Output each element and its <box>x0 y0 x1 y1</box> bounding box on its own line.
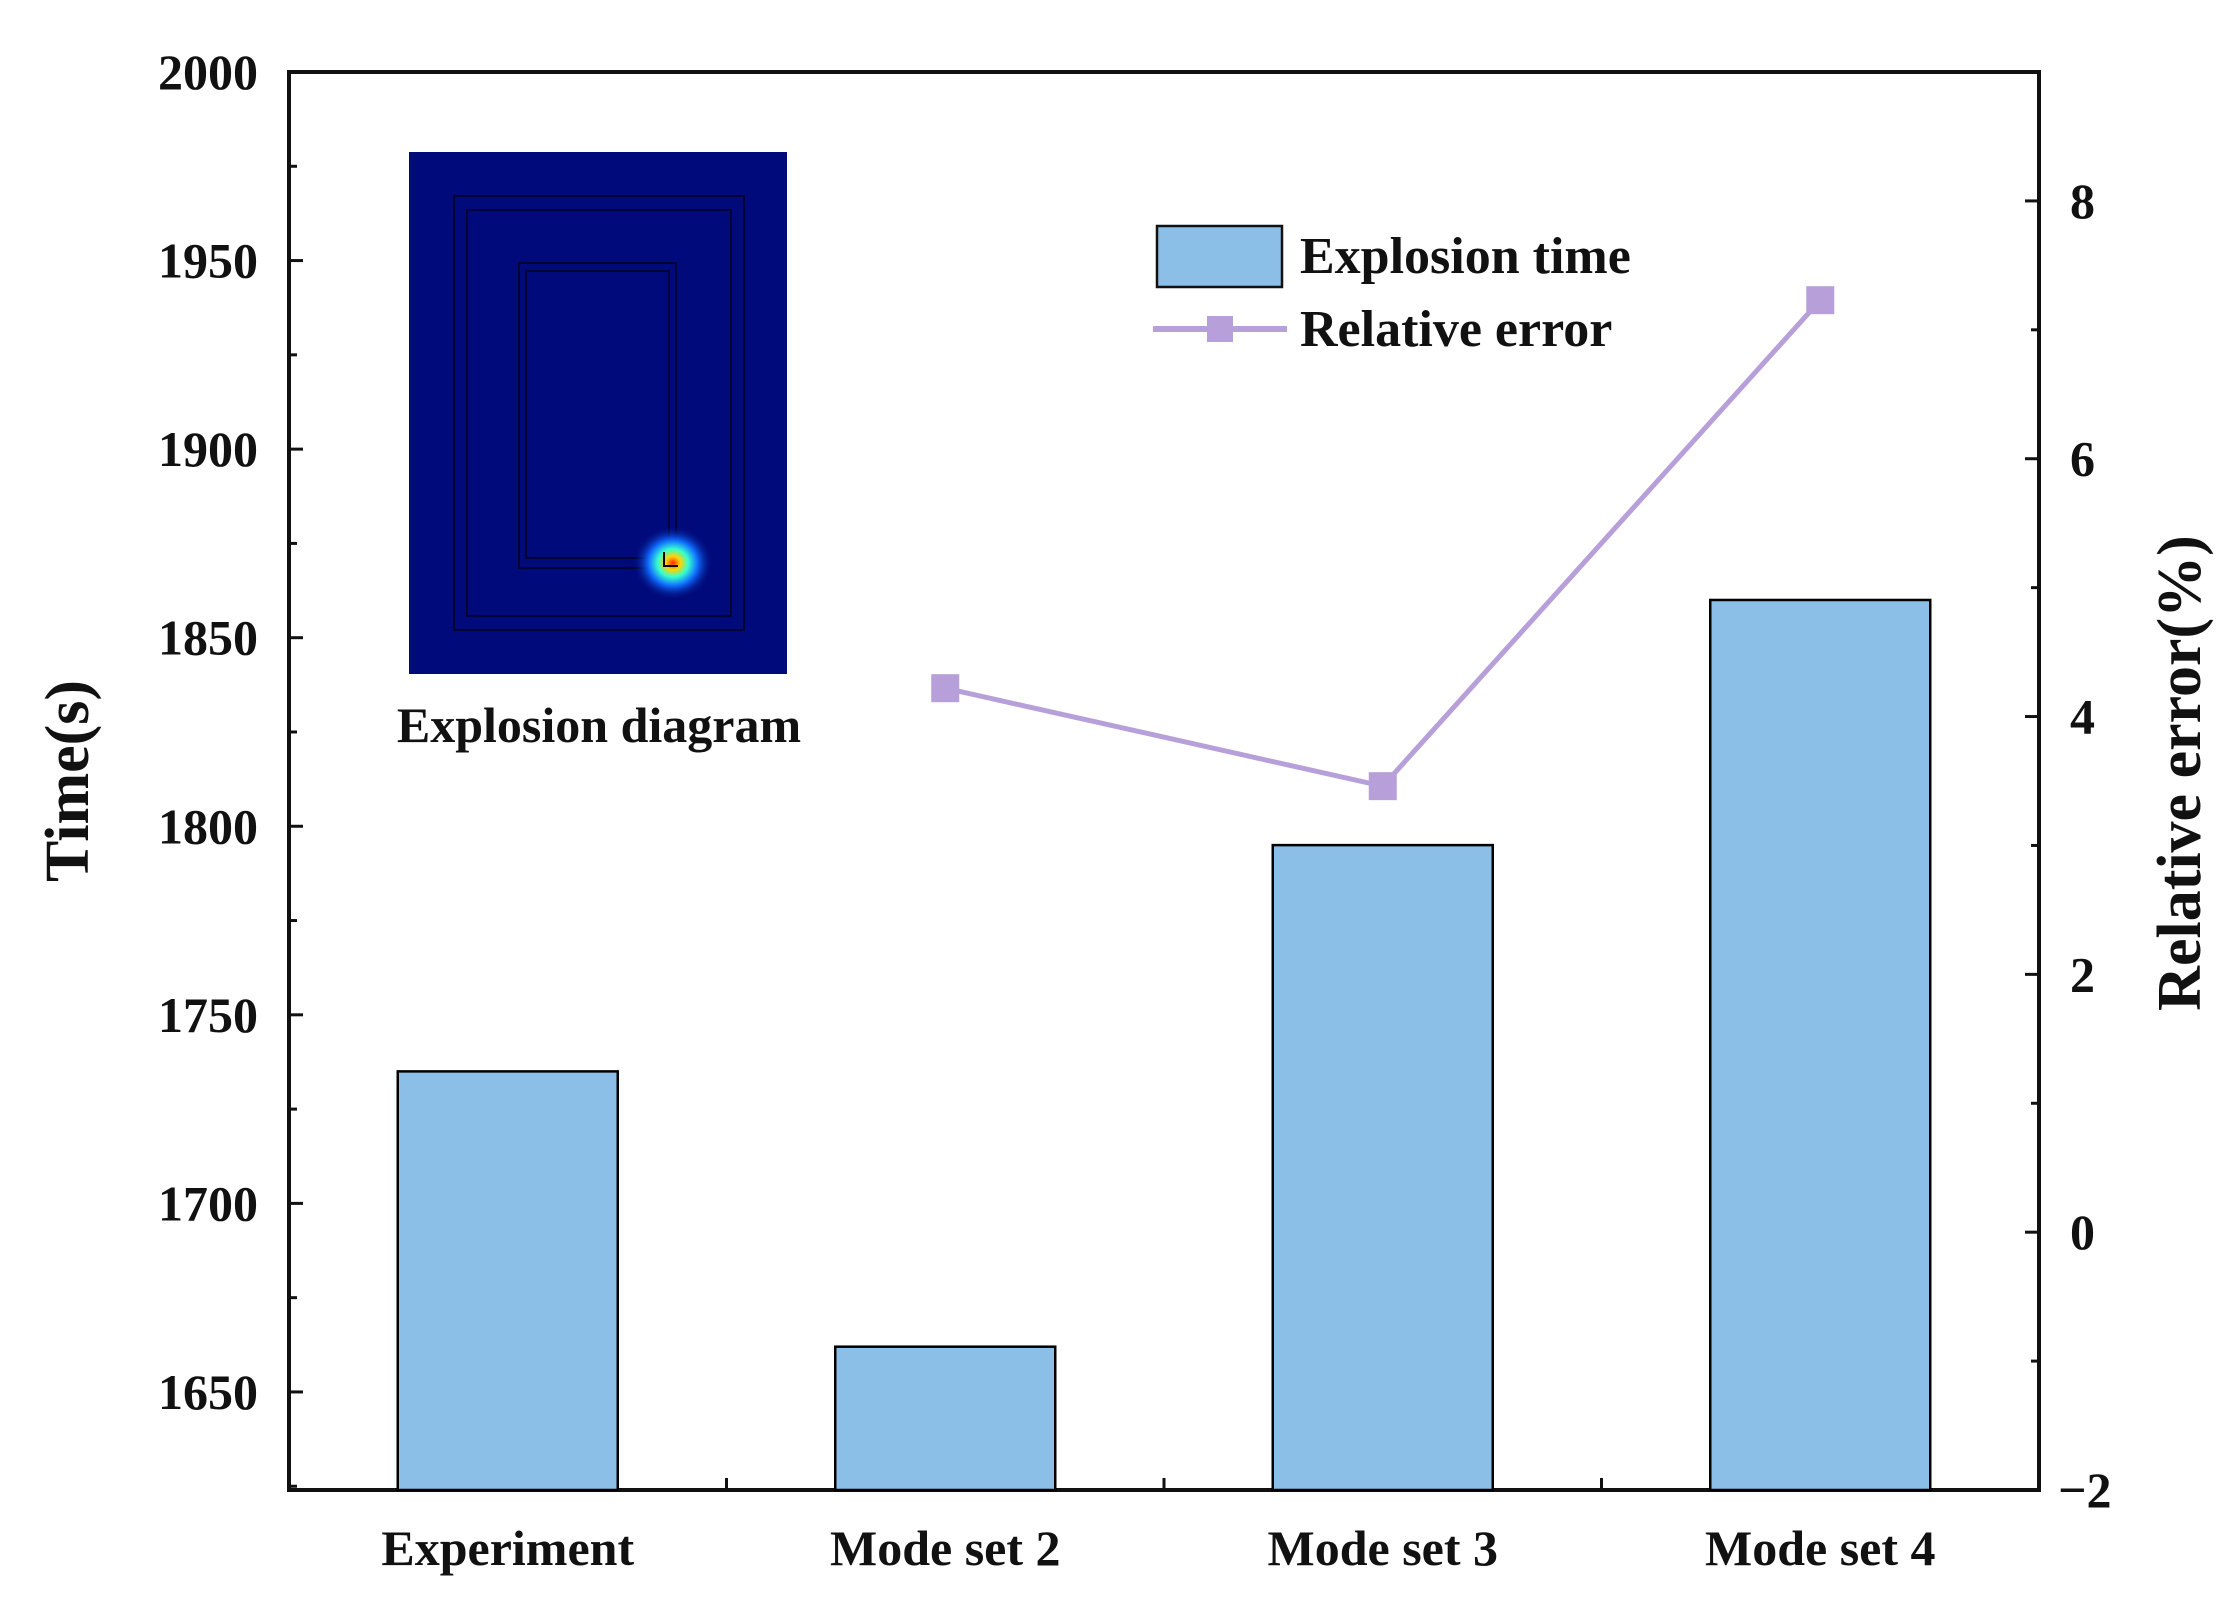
inset-label: Explosion diagram <box>397 697 801 753</box>
right-y-axis: −2 0 2 4 6 8 <box>2025 173 2112 1518</box>
x-tick-label-mode-set-2: Mode set 2 <box>830 1520 1061 1576</box>
right-tick-label: 6 <box>2070 431 2095 487</box>
left-tick-label: 1800 <box>158 798 258 854</box>
inset-hotspot <box>633 526 713 600</box>
bar-mode-set-2 <box>834 1345 1057 1492</box>
right-tick-label: −2 <box>2058 1462 2112 1518</box>
inset-hotspot-corner <box>663 552 678 567</box>
relative-error-line <box>944 298 1823 789</box>
legend: Explosion time Relative error <box>1153 224 1631 358</box>
relative-error-marker-1 <box>931 674 960 703</box>
inset-outer-frame <box>453 195 745 631</box>
y-axis-title-left: Time(s) <box>34 680 102 882</box>
inset-core-outer <box>518 262 677 569</box>
x-tick-label-experiment: Experiment <box>381 1520 634 1576</box>
inset-inner-frame <box>466 209 732 617</box>
inset-core-inner <box>525 270 670 559</box>
legend-bar-swatch <box>1155 224 1284 289</box>
bar-mode-set-4 <box>1709 598 1932 1492</box>
left-tick-label: 2000 <box>158 44 258 100</box>
relative-error-marker-3 <box>1806 286 1835 315</box>
explosion-diagram-inset: Explosion diagram <box>397 152 801 753</box>
legend-marker-swatch <box>1207 316 1233 342</box>
left-tick-label: 1850 <box>158 610 258 666</box>
left-tick-label: 1900 <box>158 421 258 477</box>
right-tick-label: 2 <box>2070 946 2095 1002</box>
left-tick-label: 1750 <box>158 987 258 1043</box>
x-tick-label-mode-set-4: Mode set 4 <box>1705 1520 1936 1576</box>
x-axis: Experiment Mode set 2 Mode set 3 Mode set 4 <box>381 1478 1936 1576</box>
bars-group <box>396 598 1932 1492</box>
inset-background <box>409 152 787 674</box>
left-y-axis: 1650 1700 1750 1800 1850 1900 1950 2000 <box>158 44 303 1488</box>
left-tick-label: 1950 <box>158 233 258 289</box>
legend-label-explosion-time: Explosion time <box>1300 228 1631 285</box>
x-tick-label-mode-set-3: Mode set 3 <box>1268 1520 1499 1576</box>
y-axis-title-right: Relative error(%) <box>2146 535 2214 1011</box>
relative-error-series <box>931 286 1835 801</box>
left-tick-label: 1650 <box>158 1364 258 1420</box>
bar-mode-set-3 <box>1271 843 1494 1492</box>
right-tick-label: 8 <box>2070 173 2095 229</box>
relative-error-marker-2 <box>1368 772 1397 801</box>
legend-label-relative-error: Relative error <box>1300 301 1612 358</box>
right-tick-label: 0 <box>2070 1204 2095 1260</box>
left-tick-label: 1700 <box>158 1175 258 1231</box>
bar-experiment <box>396 1070 619 1492</box>
right-tick-label: 4 <box>2070 689 2095 745</box>
